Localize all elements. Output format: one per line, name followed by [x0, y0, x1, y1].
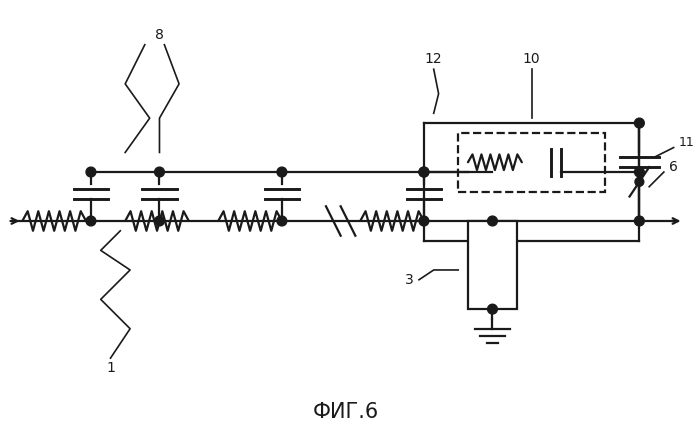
Circle shape: [419, 167, 428, 177]
Circle shape: [154, 167, 164, 177]
Circle shape: [635, 217, 644, 225]
Text: 6: 6: [669, 160, 678, 174]
Circle shape: [635, 216, 644, 226]
Circle shape: [635, 118, 644, 128]
Text: 12: 12: [425, 53, 442, 66]
Circle shape: [277, 167, 287, 177]
Circle shape: [277, 216, 287, 226]
Bar: [458, 133, 605, 192]
Circle shape: [86, 167, 96, 177]
Text: 3: 3: [405, 273, 414, 287]
Circle shape: [419, 216, 428, 226]
Text: 8: 8: [155, 28, 164, 42]
Text: 1: 1: [106, 361, 115, 375]
Circle shape: [635, 167, 644, 177]
Circle shape: [86, 216, 96, 226]
Circle shape: [488, 216, 498, 226]
Circle shape: [154, 216, 164, 226]
Circle shape: [488, 304, 498, 314]
Text: 11: 11: [679, 136, 694, 149]
Circle shape: [419, 167, 428, 177]
Circle shape: [635, 177, 644, 186]
Text: ФИГ.6: ФИГ.6: [312, 402, 379, 422]
Text: 10: 10: [523, 53, 540, 66]
Bar: [468, 221, 517, 309]
